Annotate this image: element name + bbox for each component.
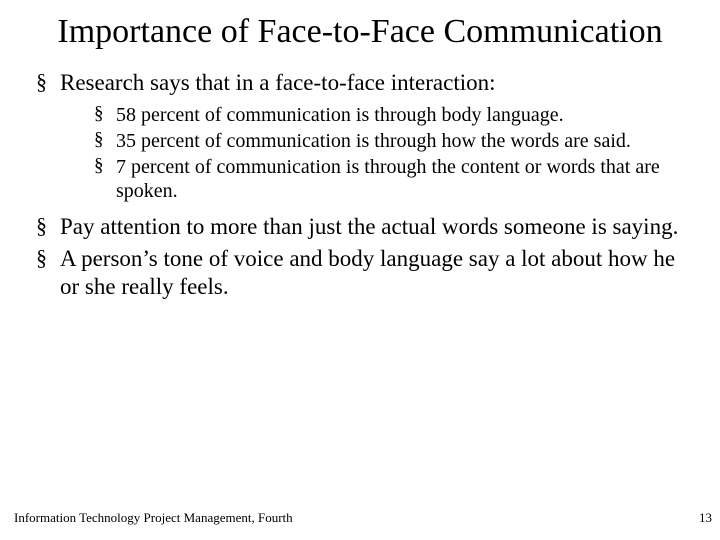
footer-left: Information Technology Project Managemen… (14, 510, 293, 526)
bullet-text: Pay attention to more than just the actu… (60, 214, 678, 239)
list-item: Pay attention to more than just the actu… (34, 213, 692, 241)
page-number: 13 (699, 510, 712, 526)
slide-title: Importance of Face-to-Face Communication (28, 12, 692, 51)
list-item: 58 percent of communication is through b… (94, 103, 692, 127)
bullet-list-level1: Research says that in a face-to-face int… (34, 69, 692, 301)
bullet-text: A person’s tone of voice and body langua… (60, 246, 675, 299)
slide: Importance of Face-to-Face Communication… (0, 0, 720, 540)
bullet-text: 58 percent of communication is through b… (116, 104, 564, 126)
bullet-text: Research says that in a face-to-face int… (60, 70, 496, 95)
list-item: A person’s tone of voice and body langua… (34, 245, 692, 301)
bullet-text: 7 percent of communication is through th… (116, 156, 660, 202)
list-item: 35 percent of communication is through h… (94, 129, 692, 153)
bullet-text: 35 percent of communication is through h… (116, 130, 631, 152)
bullet-list-level2: 58 percent of communication is through b… (94, 103, 692, 203)
list-item: 7 percent of communication is through th… (94, 155, 692, 203)
list-item: Research says that in a face-to-face int… (34, 69, 692, 203)
